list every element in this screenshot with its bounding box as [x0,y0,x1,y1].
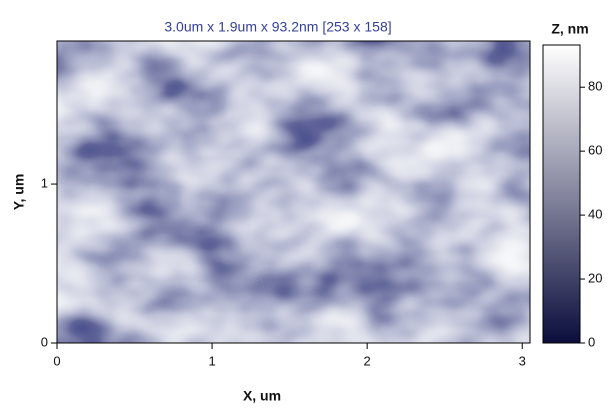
plot-frame [56,40,531,344]
y-tick-label: 0 [41,334,48,349]
colorbar-tick-label: 80 [588,79,602,94]
colorbar-tick-label: 20 [588,270,602,285]
x-tick-label: 0 [53,353,60,368]
x-axis-label: X, um [243,388,281,404]
colorbar-tick-label: 0 [588,334,595,349]
colorbar [542,44,581,344]
height-map [57,41,530,343]
colorbar-label: Z, nm [551,21,588,37]
y-tick-label: 1 [41,175,48,190]
colorbar-tick-label: 40 [588,207,602,222]
chart-title: 3.0um x 1.9um x 93.2nm [253 x 158] [164,19,391,35]
x-tick-label: 2 [364,353,371,368]
x-tick-label: 3 [519,353,526,368]
colorbar-tick-label: 60 [588,143,602,158]
y-axis-label: Y, um [11,174,27,211]
x-tick-label: 1 [208,353,215,368]
